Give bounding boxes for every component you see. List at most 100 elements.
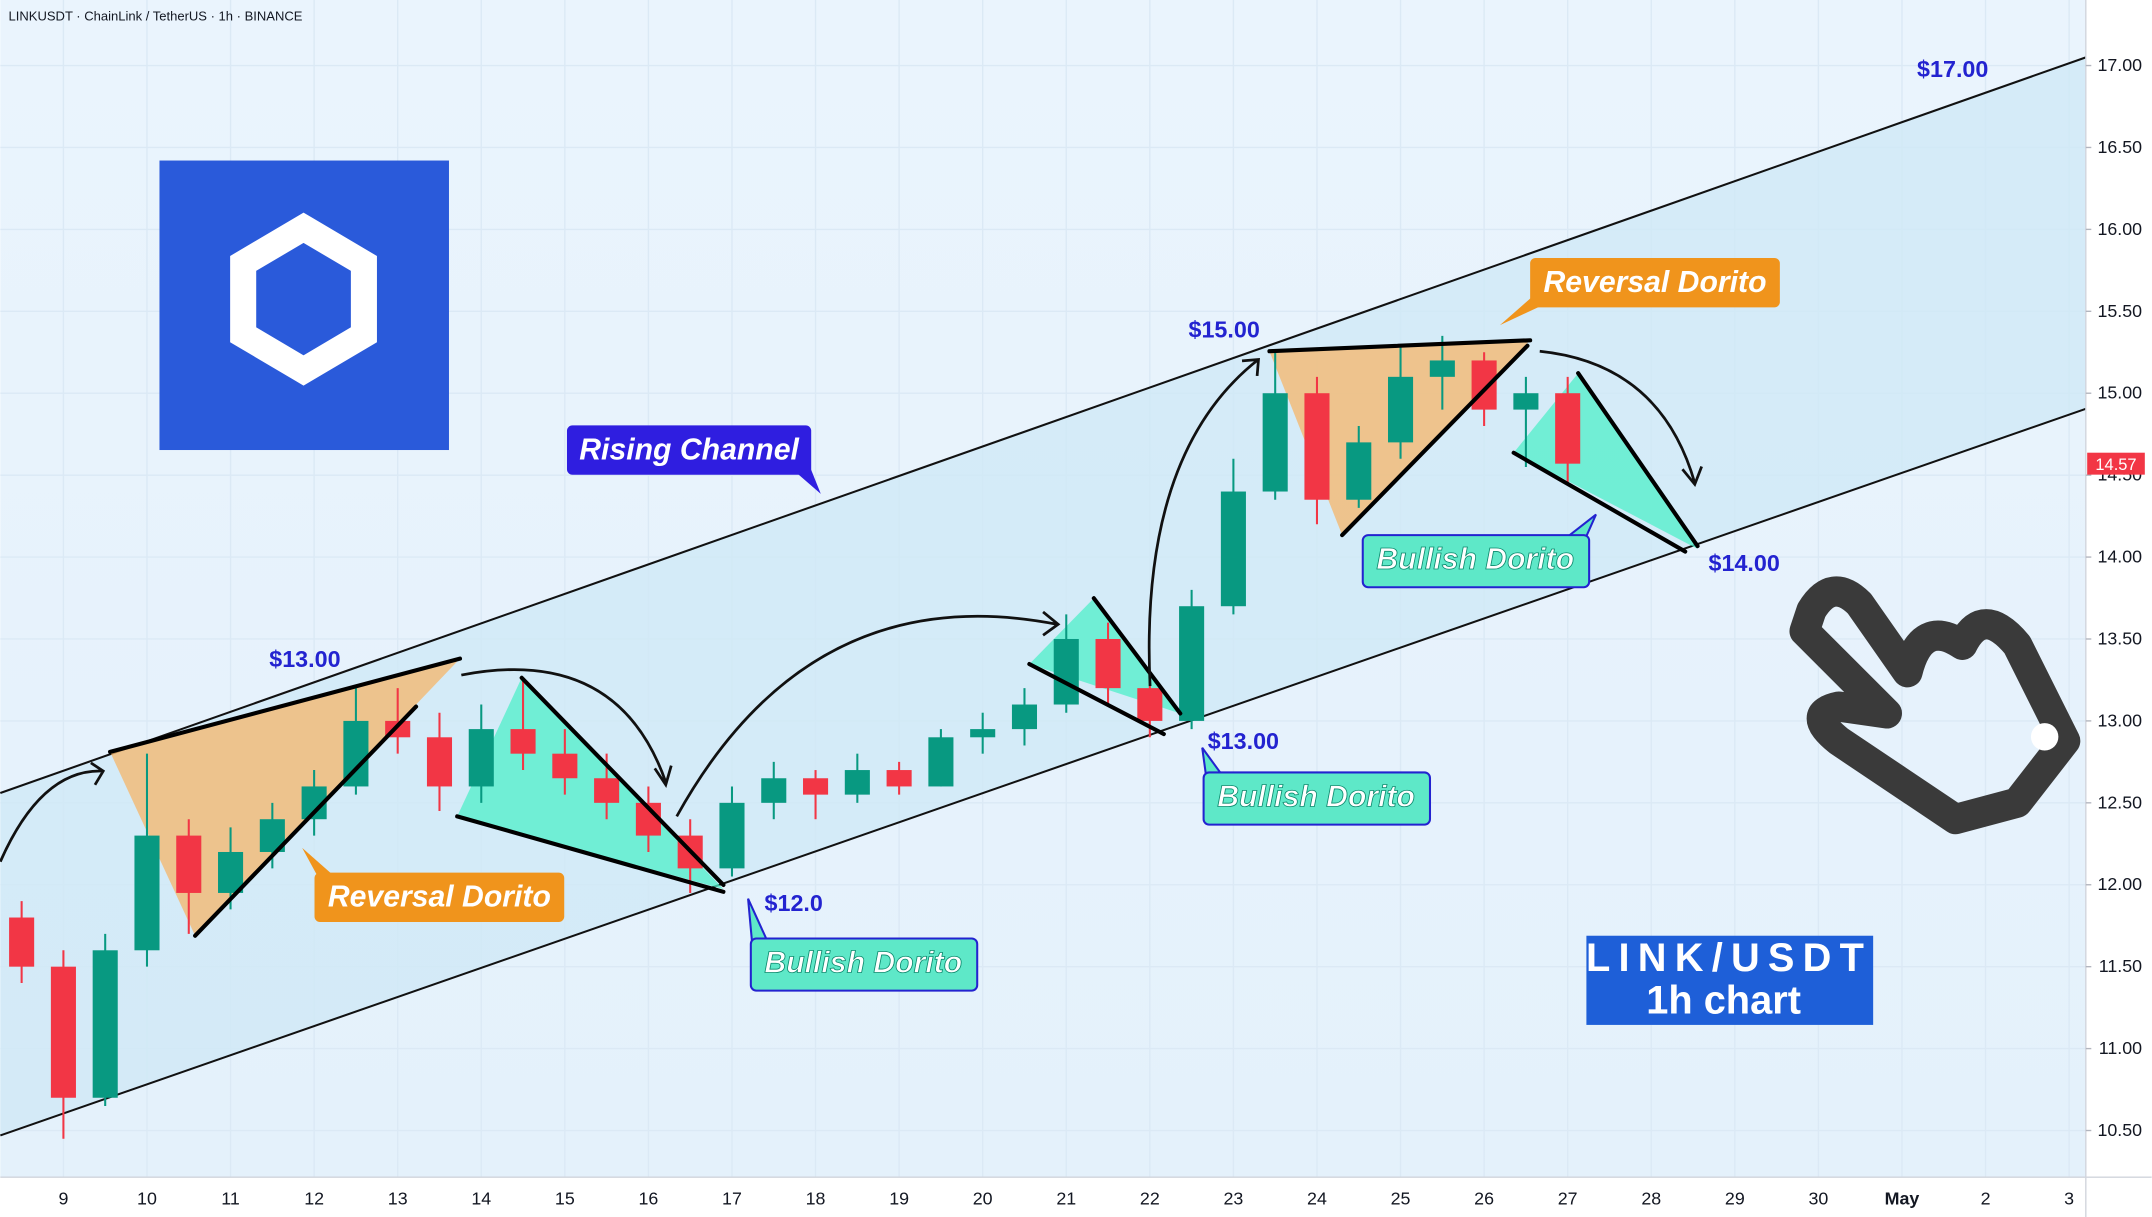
candle-body [1262,393,1288,492]
x-tick-label: 10 [137,1189,157,1209]
callout [314,872,565,923]
candle-body [1220,491,1246,607]
edge [519,675,726,888]
price-label: $12.0 [765,890,823,916]
candle-body [1095,638,1121,689]
candle-body [134,835,160,951]
info-box [1586,935,1874,1025]
candle-body [1388,376,1414,443]
callout-tail [302,847,337,879]
x-tick-label: 17 [722,1189,742,1209]
x-tick-label: 9 [58,1189,68,1209]
last-price-label: 14.57 [2095,456,2136,474]
price-label: $13.00 [1208,728,1279,754]
x-tick-label: May [1885,1189,1920,1209]
x-tick-label: 19 [889,1189,909,1209]
logo [159,160,449,451]
edge [193,704,419,938]
candle-body [1513,393,1539,410]
chart-title: LINKUSDT · ChainLink / TetherUS · 1h · B… [9,9,303,24]
candle-body [426,737,453,787]
candle-body [719,802,745,869]
channel [0,56,2087,1137]
y-tick-label: 12.50 [2097,792,2142,812]
callout [1361,534,1591,589]
candle-body [803,778,829,795]
pattern-edges [108,338,1700,938]
x-tick-label: 29 [1725,1189,1745,1209]
y-tick-label: 17.00 [2097,55,2142,75]
edge [1027,662,1166,737]
hand-dot [2030,723,2059,751]
x-tick-label: 26 [1474,1189,1494,1209]
callout-text: Bullish Dorito [1376,543,1574,576]
y-tick-label: 15.00 [2097,383,2142,403]
candle-body [1429,360,1455,377]
candle-body [928,737,954,787]
candle-body [218,851,244,893]
candle-body [886,770,912,787]
candle-body [1011,704,1038,730]
price-label: $14.00 [1709,550,1780,576]
x-tick-label: 30 [1808,1189,1828,1209]
callout-text: Bullish Dorito [1217,780,1415,813]
candle-body [594,778,620,803]
arrow [461,668,673,789]
arrow [1147,357,1260,687]
y-axis-panel [2085,0,2152,1217]
y-tick-label: 11.00 [2099,1038,2142,1058]
x-axis-panel [0,1177,2152,1217]
channel-line [0,407,2087,1137]
hand-icon [1789,576,2081,835]
x-tick-label: 14 [471,1189,491,1209]
candle-body [1137,688,1163,721]
channel-line [0,56,2087,794]
x-tick-label: 24 [1307,1189,1327,1209]
x-tick-label: 20 [973,1189,993,1209]
callout-text: Reversal Dorito [328,881,551,914]
candle-body [552,753,578,779]
candle-body [92,950,118,1098]
x-tick-label: 2 [1981,1189,1991,1209]
callout-text: Rising Channel [579,433,799,466]
candle-body [1346,442,1372,500]
y-tick-label: 16.50 [2097,137,2142,157]
candle-body [1179,606,1205,721]
candle-body [1555,393,1581,464]
edge [1511,450,1688,554]
candles [9,335,1581,1139]
candle-body [9,917,35,967]
logo-hexagon [230,212,377,386]
x-tick-label: 15 [555,1189,575,1209]
last-price-tag [2087,452,2145,475]
price-label: $13.00 [269,646,340,672]
callout [1530,257,1780,308]
callout [566,425,812,475]
callout [749,937,979,992]
edge [1267,338,1533,354]
x-tick-label: 27 [1558,1189,1578,1209]
x-tick-label: 23 [1223,1189,1243,1209]
edge [455,814,726,894]
candle-body [176,835,202,893]
callout [1202,771,1432,826]
y-tick-label: 15.50 [2097,301,2142,321]
x-tick-label: 12 [304,1189,324,1209]
y-tick-label: 14.00 [2097,547,2142,567]
channel-fill [0,57,2086,1136]
candle-body [1471,360,1497,410]
y-tick-label: 13.50 [2097,628,2142,648]
y-tick-label: 11.50 [2099,956,2142,976]
x-tick-label: 18 [806,1189,826,1209]
info-pair: LINK/USDT [1586,936,1872,980]
arrows [0,349,1703,863]
x-tick-label: 13 [388,1189,408,1209]
x-tick-label: 11 [221,1189,240,1209]
y-tick-label: 16.00 [2097,219,2142,239]
x-tick-label: 21 [1056,1189,1076,1209]
x-tick-label: 3 [2064,1189,2074,1209]
edge [1340,343,1530,538]
candle-body [970,729,996,738]
